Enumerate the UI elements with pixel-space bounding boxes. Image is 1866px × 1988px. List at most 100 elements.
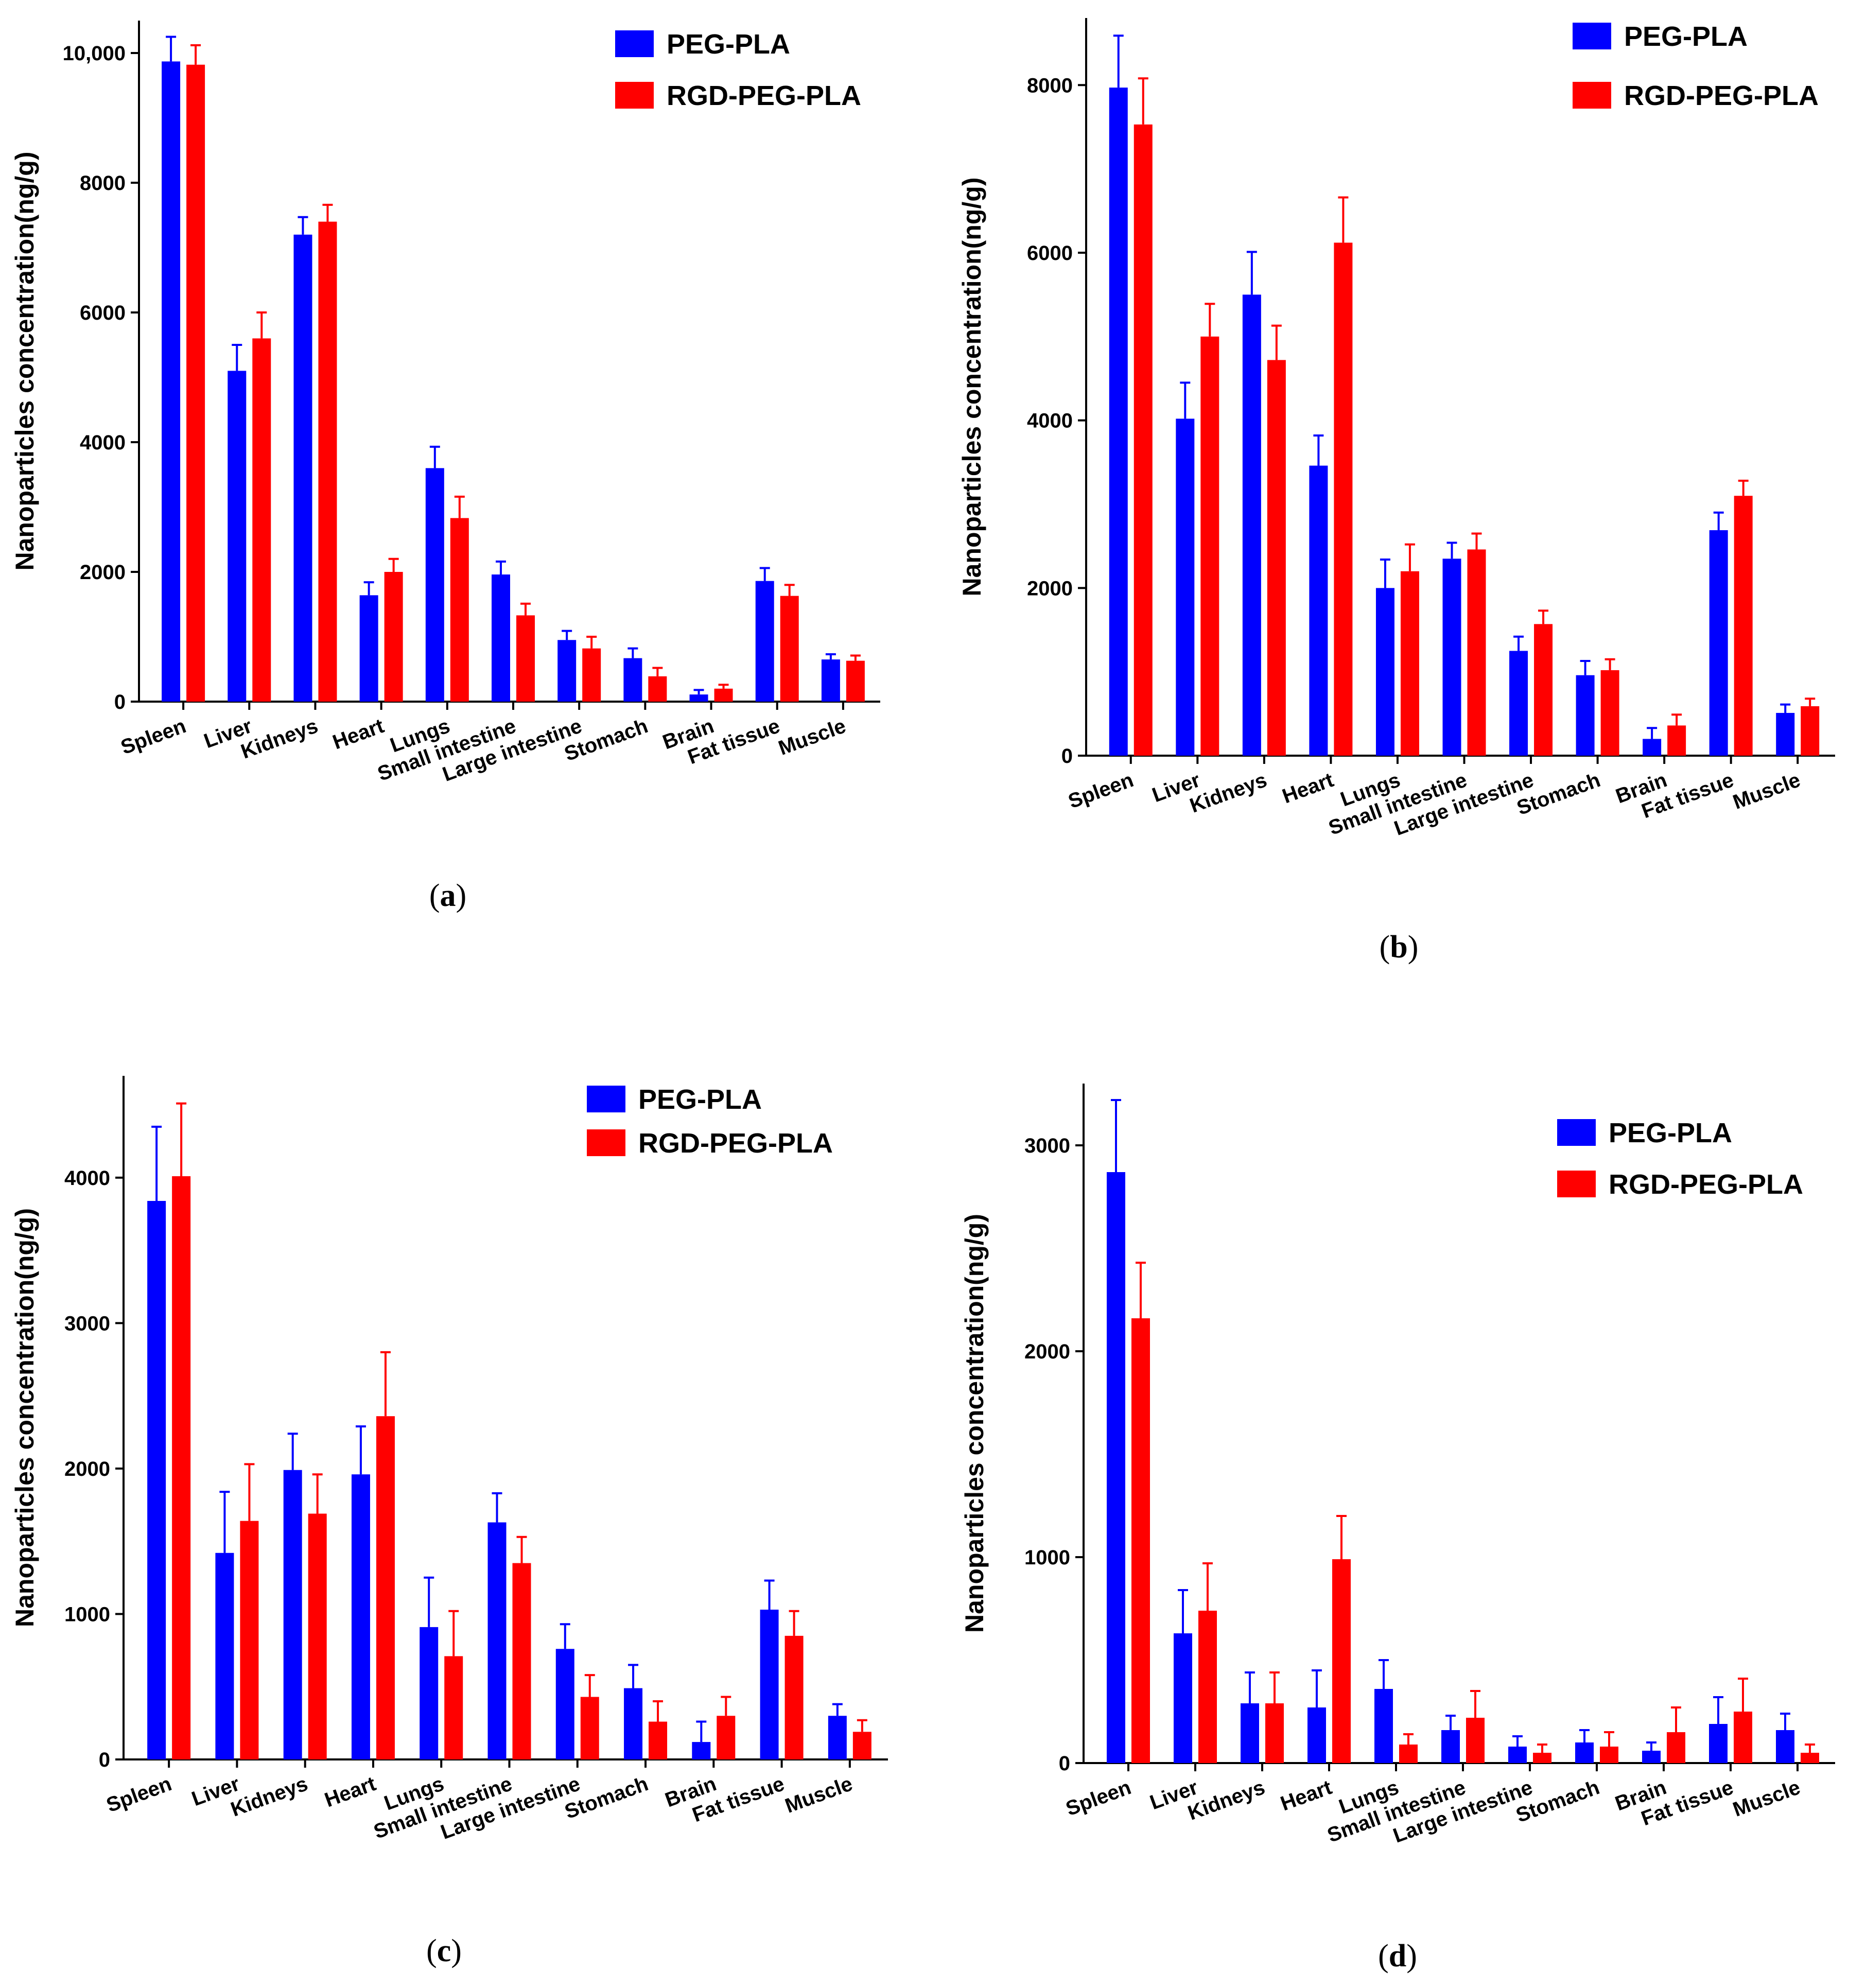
bar-peg-pla (293, 234, 312, 702)
bar-peg-pla (1709, 530, 1728, 756)
y-tick-label: 1000 (64, 1603, 110, 1626)
bar-peg-pla (1174, 1633, 1192, 1763)
panel-caption: (b) (1380, 930, 1419, 965)
bar-rgd-peg-pla (1734, 496, 1753, 756)
y-tick-label: 4000 (80, 431, 126, 454)
bar-peg-pla (1643, 739, 1662, 756)
bar-rgd-peg-pla (1198, 1611, 1217, 1763)
bar-rgd-peg-pla (780, 596, 799, 702)
chart-panel-c: 0 1000 2000 3000 4000 Nanoparticles concentra… (10, 1076, 888, 1968)
bar-rgd-peg-pla (1667, 725, 1686, 756)
bar-rgd-peg-pla (1399, 1745, 1418, 1763)
bar-peg-pla (555, 1649, 574, 1759)
bar-rgd-peg-pla (186, 64, 205, 702)
bar-rgd-peg-pla (1334, 242, 1353, 756)
legend-label: RGD-PEG-PLA (638, 1128, 833, 1159)
bar-rgd-peg-pla (1467, 549, 1486, 756)
legend-swatch-peg-pla (587, 1086, 625, 1112)
bar-rgd-peg-pla (1534, 624, 1553, 756)
legend-label: PEG-PLA (638, 1084, 762, 1115)
bar-rgd-peg-pla (512, 1563, 531, 1759)
y-tick-label: 6000 (1027, 242, 1073, 265)
y-tick-label: 2000 (64, 1458, 110, 1480)
bar-peg-pla (821, 659, 840, 702)
bar-rgd-peg-pla (648, 676, 667, 702)
bar-peg-pla (624, 1688, 643, 1759)
bar-rgd-peg-pla (580, 1697, 599, 1759)
bar-rgd-peg-pla (852, 1732, 871, 1759)
legend-swatch-rgd-peg-pla (587, 1129, 625, 1156)
bar-rgd-peg-pla (1332, 1559, 1351, 1763)
bar-peg-pla (1776, 712, 1795, 756)
bar-rgd-peg-pla (308, 1513, 327, 1759)
bar-peg-pla (359, 595, 378, 702)
category-label: Muscle (1730, 769, 1803, 814)
category-label: Spleen (1063, 1776, 1134, 1820)
y-axis-title: Nanoparticles concentration(ng/g) (960, 1214, 989, 1633)
legend-swatch-rgd-peg-pla (1557, 1171, 1596, 1197)
bar-peg-pla (492, 574, 510, 702)
category-label: Heart (1278, 1776, 1335, 1815)
bar-rgd-peg-pla (1801, 1753, 1819, 1763)
bar-rgd-peg-pla (582, 648, 601, 702)
bar-rgd-peg-pla (1400, 571, 1419, 756)
bar-peg-pla (215, 1553, 234, 1759)
legend-label: RGD-PEG-PLA (667, 80, 861, 111)
y-tick-label: 1000 (1024, 1546, 1070, 1569)
bar-rgd-peg-pla (1466, 1718, 1485, 1763)
chart-panel-d: 0 1000 2000 3000 Nanoparticles concentration… (960, 1084, 1835, 1974)
y-tick-label: 3000 (1024, 1135, 1070, 1157)
bar-rgd-peg-pla (444, 1656, 463, 1759)
legend-label: PEG-PLA (667, 29, 790, 60)
bar-rgd-peg-pla (384, 572, 403, 702)
bar-peg-pla (557, 640, 577, 702)
category-label: Muscle (782, 1772, 855, 1818)
y-tick-label: 3000 (64, 1312, 110, 1335)
category-label: Spleen (1066, 769, 1137, 813)
y-tick-label: 2000 (80, 561, 126, 584)
bar-rgd-peg-pla (376, 1416, 395, 1759)
bar-rgd-peg-pla (1133, 124, 1153, 756)
legend-swatch-peg-pla (1573, 23, 1611, 49)
bar-peg-pla (1776, 1730, 1794, 1763)
category-label: Spleen (103, 1772, 175, 1817)
bar-rgd-peg-pla (1533, 1753, 1551, 1763)
y-tick-label: 2000 (1027, 577, 1073, 600)
y-tick-label: 6000 (80, 302, 126, 324)
bar-peg-pla (1575, 1742, 1594, 1763)
bar-peg-pla (1241, 1703, 1259, 1763)
bar-rgd-peg-pla (1200, 336, 1219, 756)
y-tick-label: 4000 (64, 1167, 110, 1190)
category-label: Heart (322, 1772, 379, 1811)
bar-peg-pla (1176, 418, 1195, 756)
y-tick-label: 10,000 (63, 42, 126, 65)
bar-rgd-peg-pla (1600, 1747, 1618, 1763)
legend-swatch-peg-pla (1557, 1119, 1596, 1146)
y-tick-label: 8000 (1027, 74, 1073, 97)
y-axis-title: Nanoparticles concentration(ng/g) (10, 152, 39, 571)
y-tick-label: 4000 (1027, 410, 1073, 432)
category-label: Kidneys (1187, 769, 1270, 817)
chart-panel-a: 0 2000 4000 6000 8000 10,000 Nanoparticles con… (10, 21, 880, 913)
bar-rgd-peg-pla (1600, 670, 1619, 756)
bar-peg-pla (1374, 1689, 1393, 1763)
y-tick-label: 0 (1059, 1752, 1070, 1775)
bar-rgd-peg-pla (717, 1716, 736, 1759)
panel-caption: (c) (426, 1933, 462, 1968)
bar-peg-pla (1509, 651, 1528, 756)
bar-peg-pla (692, 1742, 711, 1759)
bar-peg-pla (1307, 1707, 1326, 1763)
bar-peg-pla (1441, 1730, 1460, 1763)
bar-rgd-peg-pla (318, 221, 337, 702)
bar-peg-pla (623, 658, 642, 702)
legend-label: PEG-PLA (1624, 21, 1748, 52)
bar-peg-pla (1242, 294, 1261, 756)
category-label: Muscle (1730, 1776, 1803, 1821)
bar-peg-pla (228, 371, 247, 702)
category-label: Spleen (118, 714, 189, 759)
category-label: Kidneys (238, 714, 321, 763)
bar-peg-pla (1442, 559, 1461, 756)
bar-peg-pla (1576, 675, 1595, 756)
bar-peg-pla (760, 1609, 779, 1759)
